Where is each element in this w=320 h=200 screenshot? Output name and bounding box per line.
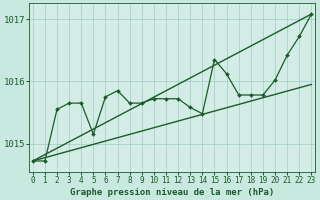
X-axis label: Graphe pression niveau de la mer (hPa): Graphe pression niveau de la mer (hPa) [70, 188, 274, 197]
